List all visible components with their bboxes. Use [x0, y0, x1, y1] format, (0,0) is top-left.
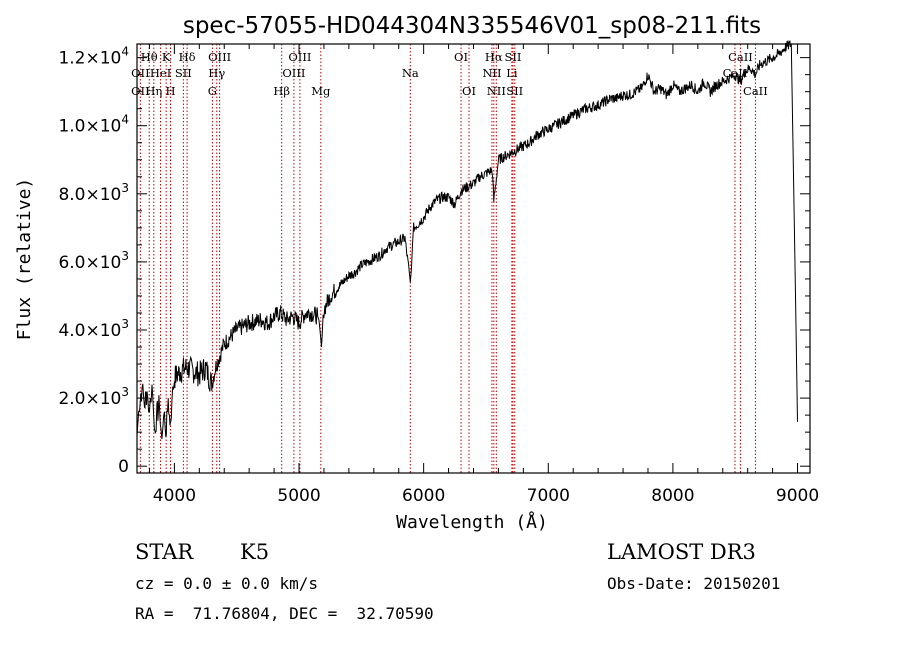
x-tick-label: 6000 [402, 486, 445, 506]
x-tick-label: 7000 [527, 486, 570, 506]
y-tick-label: 8.0×103 [58, 181, 129, 205]
spectral-line-label: OIII [288, 50, 311, 64]
spectral-line-label: Hα [485, 50, 503, 64]
spectral-line-label: NII [487, 84, 506, 98]
spectral-line-label: Hθ [141, 50, 158, 64]
spectral-line-label: SII [505, 50, 522, 64]
spectral-line-label: Mg [311, 84, 331, 98]
spectral-line-label: SII [175, 66, 192, 80]
x-axis: 4000 5000 6000 7000 8000 9000 [148, 44, 819, 506]
y-tick-label: 6.0×103 [58, 249, 129, 273]
y-tick-label: 2.0×103 [58, 385, 129, 409]
spectral-line-markers [139, 44, 756, 473]
spectral-line-label: CaII [728, 50, 753, 64]
spectral-line-label: OII [131, 84, 150, 98]
y-axis-label: Flux (relative) [14, 178, 35, 341]
spectral-line-label: OIII [208, 50, 231, 64]
spectral-line-label: Na [402, 66, 419, 80]
redshift-info: cz = 0.0 ± 0.0 km/s [135, 574, 319, 593]
spectral-line-label: OI [454, 50, 468, 64]
survey-name: LAMOST DR3 [607, 540, 756, 564]
y-tick-label: 4.0×103 [58, 317, 129, 341]
spectral-line-label: NII [482, 66, 501, 80]
x-tick-label: 5000 [277, 486, 320, 506]
spectral-line-label: Hη [145, 84, 162, 98]
plot-frame [136, 43, 811, 474]
spectral-line-label: SII [506, 84, 523, 98]
spectral-line-label: Hδ [179, 50, 196, 64]
spectral-line-label: OI [462, 84, 476, 98]
spectrum-line [136, 40, 798, 440]
spectral-line-label: HeI [150, 66, 171, 80]
y-axis: 0 2.0×103 4.0×103 6.0×103 8.0×103 1.0×104 1.2×… [58, 45, 810, 477]
y-tick-label: 0 [118, 457, 129, 477]
spectral-line-label: Hβ [273, 84, 290, 98]
spectral-line-label: OIII [282, 66, 305, 80]
obs-date: Obs-Date: 20150201 [607, 574, 781, 593]
chart-title: spec-57055-HD044304N335546V01_sp08-211.f… [183, 13, 761, 39]
spectral-line-label: OII [131, 66, 150, 80]
y-tick-label: 1.0×104 [58, 113, 129, 137]
star-class: STAR [135, 540, 194, 564]
y-tick-label: 1.2×104 [58, 45, 129, 69]
coordinates: RA = 71.76804, DEC = 32.70590 [135, 604, 434, 623]
x-tick-label: 8000 [651, 486, 694, 506]
spectral-line-label: H [166, 84, 176, 98]
spectral-line-label: Li [506, 66, 518, 80]
x-axis-label: Wavelength (Å) [396, 511, 548, 533]
star-type: K5 [240, 540, 270, 564]
x-tick-label: 4000 [153, 486, 196, 506]
spectral-line-label: Hγ [208, 66, 225, 80]
spectral-line-label: K [162, 50, 171, 64]
x-tick-label: 9000 [776, 486, 819, 506]
spectral-line-label: CaII [743, 84, 768, 98]
spectral-line-label: G [208, 84, 217, 98]
